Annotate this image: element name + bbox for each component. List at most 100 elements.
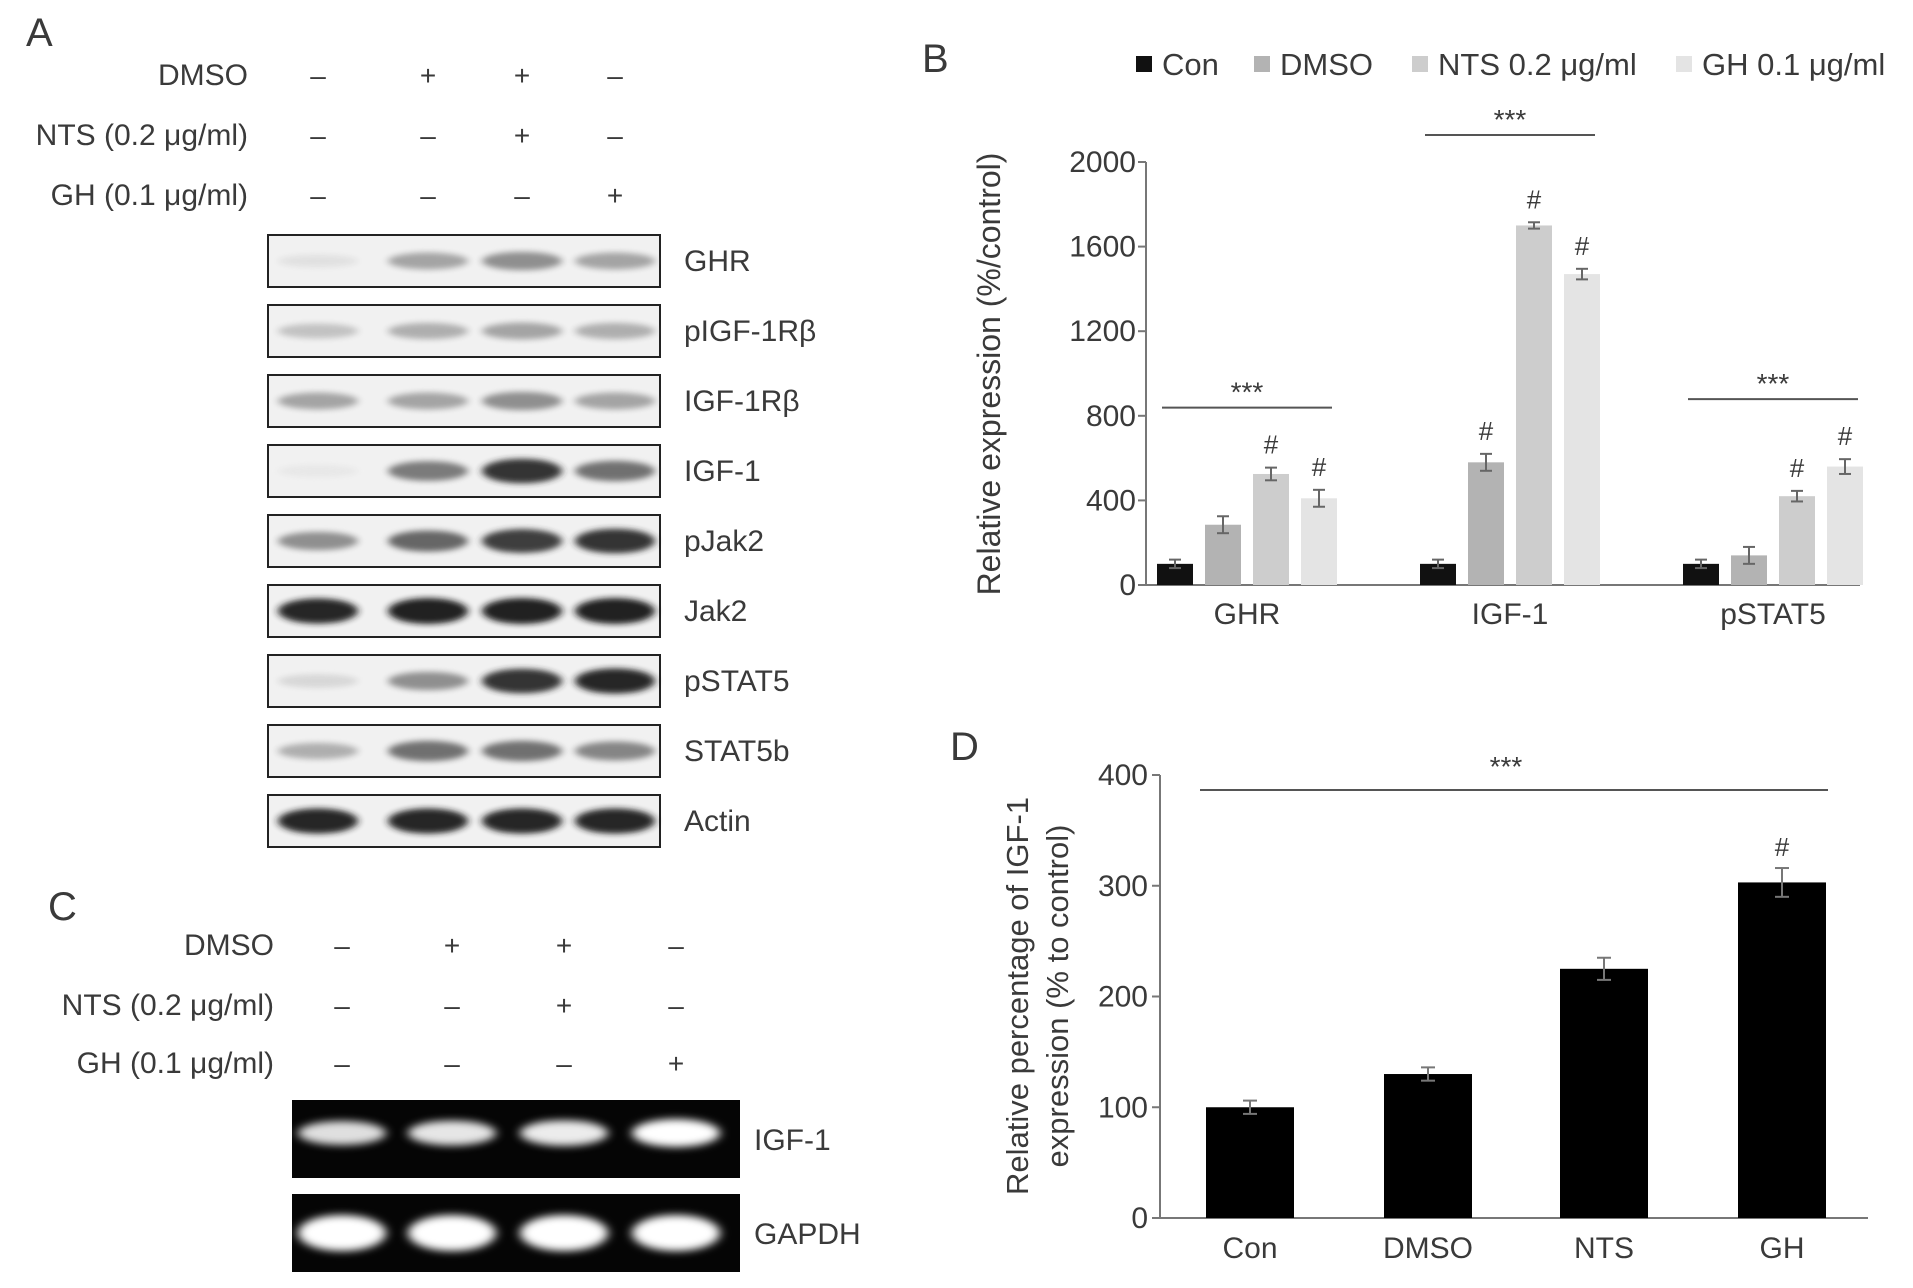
y-tick-label: 0 bbox=[1119, 569, 1136, 602]
bar bbox=[1206, 1107, 1294, 1218]
blot-band bbox=[482, 458, 562, 484]
significance-stars: *** bbox=[1494, 104, 1527, 135]
treatment-sign: – bbox=[310, 120, 326, 151]
treatment-label: NTS (0.2 μg/ml) bbox=[62, 989, 274, 1022]
legend-label: Con bbox=[1162, 47, 1219, 82]
y-axis-label-line-2: expression (% to control) bbox=[1040, 825, 1075, 1168]
blot-label: Actin bbox=[684, 805, 751, 838]
y-tick-label: 300 bbox=[1098, 870, 1148, 903]
bar bbox=[1468, 462, 1504, 585]
blot-band bbox=[388, 322, 468, 340]
treatment-sign: – bbox=[514, 180, 530, 211]
treatment-sign: – bbox=[310, 180, 326, 211]
treatment-sign: – bbox=[334, 930, 350, 961]
bar bbox=[1420, 563, 1456, 585]
blot-band bbox=[388, 671, 468, 691]
treatment-sign: – bbox=[334, 1048, 350, 1079]
treatment-sign: – bbox=[444, 1048, 460, 1079]
treatment-label: DMSO bbox=[158, 59, 248, 92]
blot-band bbox=[278, 464, 358, 478]
x-tick-label: NTS bbox=[1574, 1232, 1634, 1265]
treatment-sign: + bbox=[668, 1048, 684, 1079]
legend-swatch bbox=[1136, 56, 1152, 72]
gel-band bbox=[298, 1215, 386, 1251]
significance-hash: # bbox=[1838, 421, 1853, 451]
gel-band bbox=[632, 1215, 720, 1251]
gel-band bbox=[520, 1215, 608, 1251]
panel-letter-d: D bbox=[950, 725, 979, 769]
blot-band bbox=[388, 598, 468, 624]
blot-band bbox=[278, 598, 358, 624]
treatment-label: GH (0.1 μg/ml) bbox=[51, 179, 248, 212]
gel-band bbox=[408, 1120, 496, 1146]
blot-label: pJak2 bbox=[684, 525, 764, 558]
blot-band bbox=[278, 808, 358, 834]
panel-a-western-blot: DMSO – + + – NTS (0.2 μg/ml) – – + – GH (0.1 μg/ml… bbox=[36, 59, 816, 848]
treatment-sign: – bbox=[334, 990, 350, 1021]
treatment-sign: + bbox=[420, 60, 436, 91]
blot-band bbox=[575, 741, 655, 761]
x-tick-label: DMSO bbox=[1383, 1232, 1473, 1265]
blot-label: STAT5b bbox=[684, 735, 790, 768]
y-axis-label-line-1: Relative percentage of IGF-1 bbox=[1000, 797, 1035, 1195]
significance-hash: # bbox=[1527, 184, 1542, 214]
blot-band bbox=[278, 323, 358, 339]
blot-band bbox=[388, 740, 468, 762]
treatment-label: GH (0.1 μg/ml) bbox=[77, 1047, 274, 1080]
blot-band bbox=[575, 392, 655, 410]
bar bbox=[1157, 563, 1193, 585]
blot-band bbox=[388, 808, 468, 834]
significance-hash: # bbox=[1790, 453, 1805, 483]
treatment-sign: – bbox=[444, 990, 460, 1021]
blot-band bbox=[482, 668, 562, 694]
treatment-sign: – bbox=[556, 1048, 572, 1079]
treatment-sign: + bbox=[556, 990, 572, 1021]
treatment-sign: + bbox=[556, 930, 572, 961]
treatment-label: NTS (0.2 μg/ml) bbox=[36, 119, 248, 152]
blot-band bbox=[575, 528, 655, 554]
treatment-sign: – bbox=[607, 60, 623, 91]
blot-band bbox=[575, 322, 655, 340]
blot-band bbox=[278, 392, 358, 410]
blot-band bbox=[482, 808, 562, 834]
blot-band bbox=[575, 668, 655, 694]
treatment-sign: + bbox=[444, 930, 460, 961]
blot-band bbox=[388, 461, 468, 481]
panel-letter-c: C bbox=[48, 885, 77, 929]
x-tick-label: Con bbox=[1222, 1232, 1277, 1265]
blot-band bbox=[388, 252, 468, 270]
significance-hash: # bbox=[1479, 416, 1494, 446]
significance-stars: *** bbox=[1490, 751, 1523, 782]
bar bbox=[1516, 225, 1552, 585]
treatment-label: DMSO bbox=[184, 929, 274, 962]
panel-d-bar-chart: 0 100 200 300 400 Relative percentage of IGF-… bbox=[1000, 751, 1868, 1265]
y-tick-label: 2000 bbox=[1069, 146, 1136, 179]
treatment-sign: + bbox=[514, 120, 530, 151]
legend-label: DMSO bbox=[1280, 47, 1373, 82]
blot-label: Jak2 bbox=[684, 595, 747, 628]
significance-stars: *** bbox=[1231, 377, 1264, 408]
gel-label: IGF-1 bbox=[754, 1124, 831, 1157]
treatment-sign: – bbox=[607, 120, 623, 151]
y-tick-label: 1600 bbox=[1069, 231, 1136, 264]
blot-band bbox=[482, 391, 562, 411]
y-tick-label: 400 bbox=[1098, 759, 1148, 792]
blot-band bbox=[575, 598, 655, 624]
blot-band bbox=[482, 322, 562, 340]
treatment-sign: + bbox=[514, 60, 530, 91]
blot-label: IGF-1 bbox=[684, 455, 761, 488]
treatment-sign: + bbox=[607, 180, 623, 211]
y-tick-label: 0 bbox=[1131, 1202, 1148, 1235]
bar bbox=[1827, 466, 1863, 585]
blot-label: pSTAT5 bbox=[684, 665, 790, 698]
panel-c-pcr-gel: DMSO – + + – NTS (0.2 μg/ml) – – + – GH (0.1 μg/ml… bbox=[62, 929, 861, 1272]
blot-band bbox=[482, 598, 562, 624]
blot-band bbox=[388, 392, 468, 410]
y-axis-label: Relative expression (%/control) bbox=[971, 153, 1007, 596]
gel-band bbox=[632, 1119, 720, 1147]
treatment-sign: – bbox=[668, 930, 684, 961]
gel-band bbox=[298, 1121, 386, 1145]
bar bbox=[1301, 498, 1337, 585]
blot-band bbox=[575, 252, 655, 270]
bar bbox=[1205, 524, 1241, 585]
